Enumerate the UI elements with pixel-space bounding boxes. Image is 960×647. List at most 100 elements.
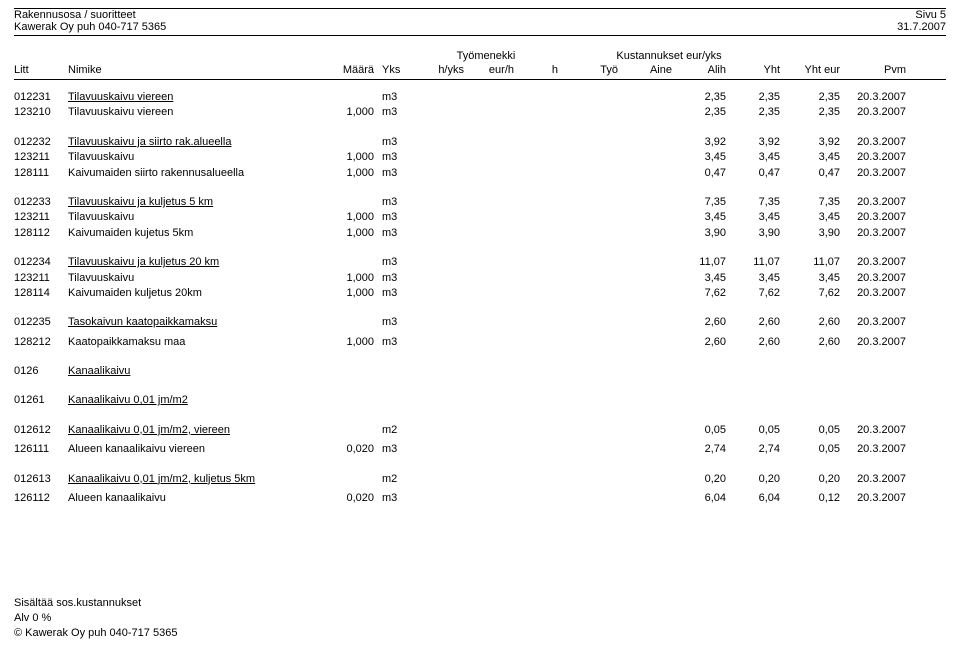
- cell-yht: 3,45: [726, 210, 780, 225]
- cell-alih: 0,20: [672, 472, 726, 487]
- cell-yhteur: 0,05: [780, 442, 840, 457]
- doc-title-2: Kawerak Oy puh 040-717 5365: [14, 21, 166, 33]
- cell-yks: m3: [374, 286, 414, 301]
- cell-maara: 1,000: [320, 210, 374, 225]
- cell-alih: 2,35: [672, 90, 726, 105]
- column-headers: Litt Nimike Määrä Yks h/yks eur/h h Työ …: [14, 64, 946, 80]
- cell-alih: 3,90: [672, 226, 726, 241]
- footer-line-3: © Kawerak Oy puh 040-717 5365: [14, 626, 177, 641]
- cell-litt: 128111: [14, 166, 68, 181]
- table-body: 012231Tilavuuskaivu viereenm32,352,352,3…: [14, 90, 946, 506]
- col-yht: Yht: [726, 64, 780, 76]
- cell-nimike: Tilavuuskaivu viereen: [68, 105, 320, 120]
- doc-page: Sivu 5: [915, 9, 946, 21]
- cell-litt: 012231: [14, 90, 68, 105]
- cell-yhteur: 2,35: [780, 105, 840, 120]
- cell-yhteur: 2,35: [780, 90, 840, 105]
- cell-alih: 0,47: [672, 166, 726, 181]
- cell-alih: 3,92: [672, 135, 726, 150]
- cell-nimike: Tilavuuskaivu ja kuljetus 20 km: [68, 255, 320, 270]
- table-row: 0126Kanaalikaivu: [14, 364, 946, 379]
- cell-yks: m3: [374, 90, 414, 105]
- cell-yks: m3: [374, 105, 414, 120]
- cell-nimike: Tilavuuskaivu: [68, 150, 320, 165]
- cell-nimike: Tilavuuskaivu: [68, 271, 320, 286]
- cell-alih: 2,60: [672, 315, 726, 330]
- table-row: 012612Kanaalikaivu 0,01 jm/m2, viereenm2…: [14, 423, 946, 438]
- cell-yht: 0,20: [726, 472, 780, 487]
- cell-yht: 3,45: [726, 271, 780, 286]
- table-row: 123211Tilavuuskaivu1,000m33,453,453,4520…: [14, 210, 946, 225]
- table-row: 128212Kaatopaikkamaksu maa1,000m32,602,6…: [14, 335, 946, 350]
- doc-title-1: Rakennusosa / suoritteet: [14, 9, 136, 21]
- cell-alih: 3,45: [672, 271, 726, 286]
- cell-yhteur: 11,07: [780, 255, 840, 270]
- cell-litt: 123210: [14, 105, 68, 120]
- table-row: 128114Kaivumaiden kuljetus 20km1,000m37,…: [14, 286, 946, 301]
- cell-alih: 0,05: [672, 423, 726, 438]
- cell-alih: 2,35: [672, 105, 726, 120]
- cell-nimike: Kanaalikaivu 0,01 jm/m2, viereen: [68, 423, 320, 438]
- cell-litt: 126111: [14, 442, 68, 457]
- cell-litt: 012232: [14, 135, 68, 150]
- cell-litt: 128112: [14, 226, 68, 241]
- cell-pvm: 20.3.2007: [840, 423, 906, 438]
- cell-nimike: Alueen kanaalikaivu viereen: [68, 442, 320, 457]
- table-row: 123210Tilavuuskaivu viereen1,000m32,352,…: [14, 105, 946, 120]
- cell-litt: 012612: [14, 423, 68, 438]
- doc-header: Rakennusosa / suoritteet Sivu 5: [14, 8, 946, 21]
- cell-pvm: 20.3.2007: [840, 472, 906, 487]
- cell-maara: 1,000: [320, 105, 374, 120]
- cell-pvm: 20.3.2007: [840, 255, 906, 270]
- cell-yks: m3: [374, 210, 414, 225]
- cell-yht: 7,35: [726, 195, 780, 210]
- cell-nimike: Kaivumaiden siirto rakennusalueella: [68, 166, 320, 181]
- group-tyomenekki: Työmenekki: [414, 50, 558, 62]
- cell-yks: m2: [374, 472, 414, 487]
- cell-maara: 0,020: [320, 442, 374, 457]
- cell-pvm: 20.3.2007: [840, 90, 906, 105]
- cell-yht: 2,35: [726, 90, 780, 105]
- cell-yhteur: 2,60: [780, 315, 840, 330]
- cell-litt: 126112: [14, 491, 68, 506]
- cell-nimike: Tilavuuskaivu ja siirto rak.alueella: [68, 135, 320, 150]
- cell-nimike: Tilavuuskaivu: [68, 210, 320, 225]
- cell-yhteur: 7,62: [780, 286, 840, 301]
- cell-litt: 0126: [14, 364, 68, 379]
- cell-yht: 2,35: [726, 105, 780, 120]
- cell-yht: 7,62: [726, 286, 780, 301]
- cell-maara: 1,000: [320, 226, 374, 241]
- cell-yht: 3,90: [726, 226, 780, 241]
- footer-line-1: Sisältää sos.kustannukset: [14, 596, 177, 611]
- table-row: 012231Tilavuuskaivu viereenm32,352,352,3…: [14, 90, 946, 105]
- cell-yks: m3: [374, 166, 414, 181]
- cell-yhteur: 2,60: [780, 335, 840, 350]
- cell-yht: 0,05: [726, 423, 780, 438]
- cell-nimike: Kanaalikaivu 0,01 jm/m2, kuljetus 5km: [68, 472, 320, 487]
- col-tyo: Työ: [558, 64, 618, 76]
- cell-alih: 2,60: [672, 335, 726, 350]
- cell-pvm: 20.3.2007: [840, 166, 906, 181]
- doc-date: 31.7.2007: [897, 21, 946, 33]
- cell-nimike: Kanaalikaivu 0,01 jm/m2: [68, 393, 320, 408]
- cell-pvm: 20.3.2007: [840, 135, 906, 150]
- col-nimike: Nimike: [68, 64, 320, 76]
- doc-subheader: Kawerak Oy puh 040-717 5365 31.7.2007: [14, 21, 946, 36]
- cell-maara: 1,000: [320, 335, 374, 350]
- cell-pvm: 20.3.2007: [840, 105, 906, 120]
- cell-maara: 1,000: [320, 166, 374, 181]
- cell-litt: 128114: [14, 286, 68, 301]
- cell-litt: 123211: [14, 150, 68, 165]
- cell-yks: m3: [374, 195, 414, 210]
- group-kustannukset: Kustannukset eur/yks: [558, 50, 780, 62]
- col-yhteur: Yht eur: [780, 64, 840, 76]
- cell-yks: m3: [374, 226, 414, 241]
- cell-yhteur: 0,05: [780, 423, 840, 438]
- col-hyks: h/yks: [414, 64, 464, 76]
- cell-litt: 012233: [14, 195, 68, 210]
- cell-alih: 7,35: [672, 195, 726, 210]
- cell-nimike: Tilavuuskaivu viereen: [68, 90, 320, 105]
- cell-yks: m3: [374, 491, 414, 506]
- cell-nimike: Tilavuuskaivu ja kuljetus 5 km: [68, 195, 320, 210]
- cell-yhteur: 3,90: [780, 226, 840, 241]
